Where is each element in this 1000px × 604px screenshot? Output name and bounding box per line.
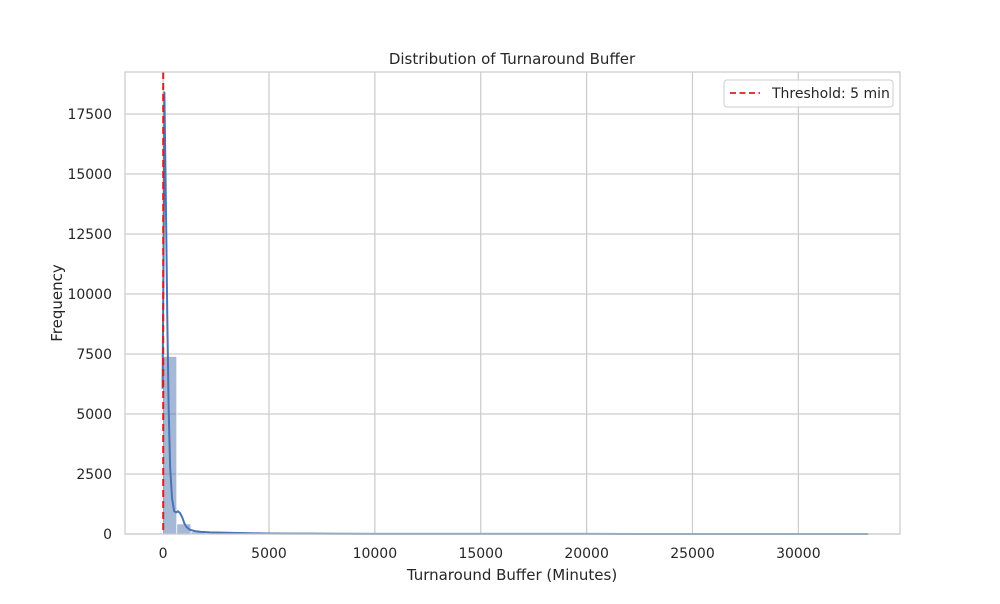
y-tick-label: 10000: [67, 287, 112, 303]
grid-lines: [125, 72, 900, 534]
y-tick-label: 17500: [67, 107, 112, 123]
y-tick-label: 0: [103, 527, 112, 543]
y-axis-label: Frequency: [48, 264, 66, 342]
x-tick-label: 5000: [251, 546, 287, 562]
x-axis-label: Turnaround Buffer (Minutes): [406, 566, 617, 584]
plot-frame: [125, 72, 900, 534]
y-tick-label: 7500: [76, 347, 112, 363]
x-tick-label: 0: [159, 546, 168, 562]
x-tick-label: 25000: [670, 546, 715, 562]
x-tick-label: 30000: [776, 546, 821, 562]
x-tick-label: 10000: [353, 546, 398, 562]
chart-title: Distribution of Turnaround Buffer: [389, 50, 636, 68]
legend-threshold-label: Threshold: 5 min: [771, 86, 890, 102]
y-tick-label: 12500: [67, 227, 112, 243]
y-tick-labels: 0 2500 5000 7500 10000 12500 15000 17500: [67, 107, 112, 543]
legend: Threshold: 5 min: [724, 80, 893, 107]
y-tick-label: 15000: [67, 167, 112, 183]
x-tick-label: 20000: [564, 546, 609, 562]
x-tick-labels: 0 5000 10000 15000 20000 25000 30000: [159, 546, 821, 562]
x-tick-label: 15000: [458, 546, 503, 562]
y-tick-label: 2500: [76, 467, 112, 483]
y-tick-label: 5000: [76, 407, 112, 423]
